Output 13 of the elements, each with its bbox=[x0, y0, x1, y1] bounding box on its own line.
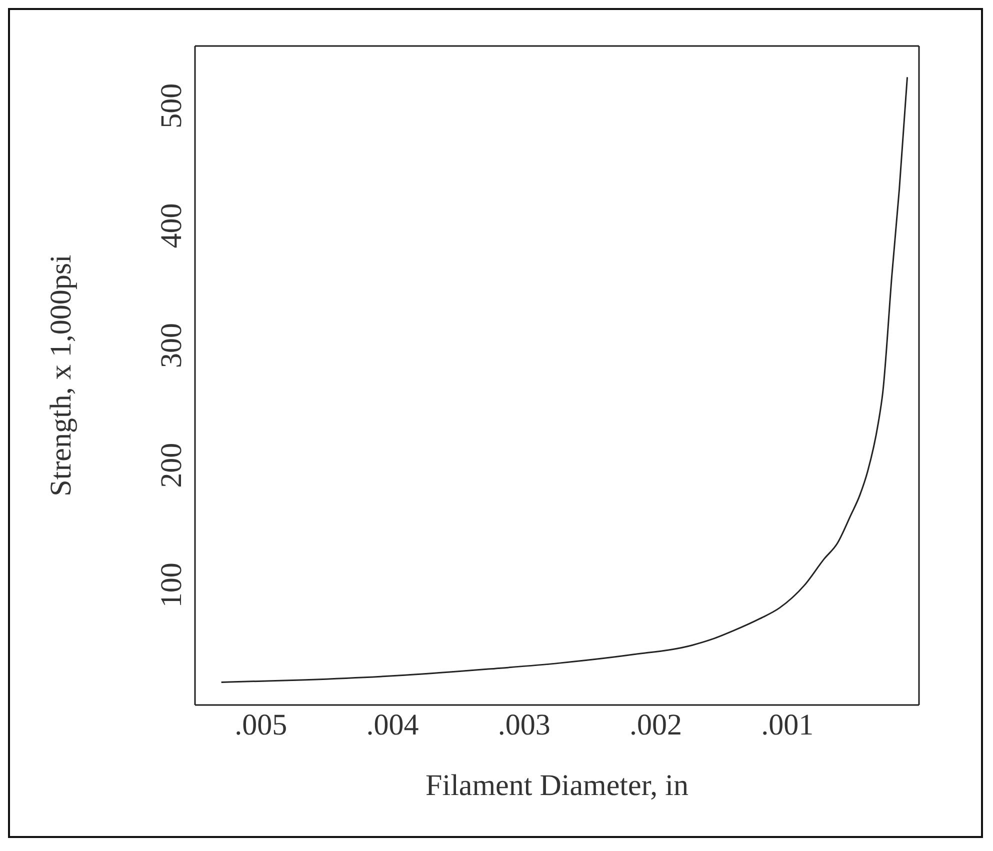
line-series bbox=[220, 76, 908, 683]
x-tick-label: .002 bbox=[629, 708, 682, 742]
y-tick-label: 100 bbox=[155, 562, 188, 608]
x-tick-label: .003 bbox=[498, 708, 550, 742]
x-tick-label: .004 bbox=[366, 708, 419, 742]
x-tick-label: .001 bbox=[761, 708, 814, 742]
x-tick-label: .005 bbox=[234, 708, 288, 742]
x-axis-title: Filament Diameter, in bbox=[426, 769, 688, 802]
y-tick-label: 500 bbox=[155, 83, 188, 128]
y-tick-label: 300 bbox=[155, 323, 188, 368]
y-tick-label: 400 bbox=[155, 203, 188, 248]
y-axis-title: Strength, x 1,000psi bbox=[44, 254, 78, 496]
y-tick-label: 200 bbox=[155, 442, 188, 488]
